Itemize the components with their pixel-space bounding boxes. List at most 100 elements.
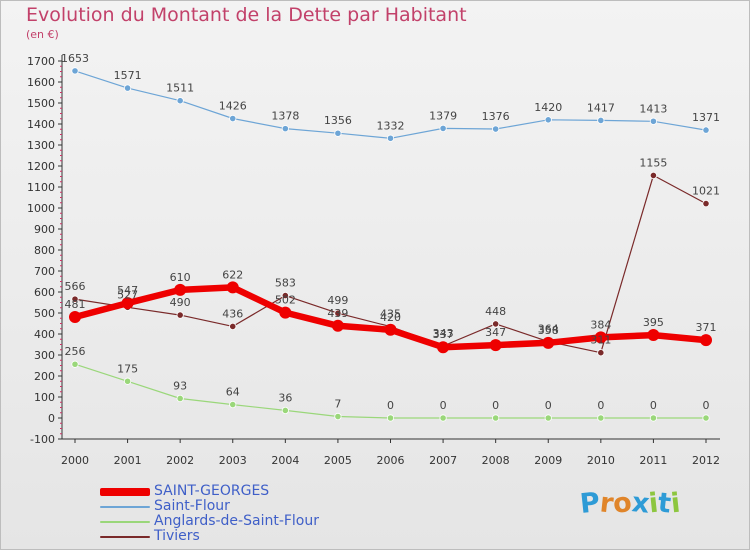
data-point-saint-flour (123, 84, 132, 92)
data-label-saint-flour: 1653 (61, 52, 89, 65)
data-point-anglards-de-saint-flour (649, 414, 658, 422)
data-point-saint-georges (647, 329, 660, 342)
chart-axes: -100010020030040050060070080090010001100… (27, 55, 720, 467)
data-point-saint-flour (334, 129, 342, 137)
data-point-anglards-de-saint-flour (386, 414, 395, 422)
data-label-tiviers: 448 (485, 305, 506, 318)
data-point-saint-flour (229, 114, 237, 123)
legend-swatch (100, 521, 150, 523)
y-tick-label: 400 (34, 328, 55, 341)
y-tick-label: 300 (34, 349, 55, 362)
data-point-anglards-de-saint-flour (439, 414, 447, 422)
data-label-saint-flour: 1376 (482, 110, 510, 123)
data-label-saint-flour: 1379 (429, 109, 457, 122)
data-point-saint-georges (174, 283, 187, 296)
x-tick-label: 2005 (324, 454, 352, 467)
y-tick-label: 1600 (27, 76, 55, 89)
data-point-saint-flour (176, 97, 184, 105)
legend-swatch (100, 506, 150, 508)
data-label-tiviers: 490 (170, 296, 191, 309)
y-tick-label: 600 (34, 286, 55, 299)
data-label-tiviers: 499 (327, 294, 348, 307)
data-label-saint-flour: 1571 (114, 69, 142, 82)
data-label-saint-georges: 610 (170, 271, 191, 284)
data-label-anglards-de-saint-flour: 0 (492, 399, 499, 412)
data-label-saint-georges: 371 (696, 321, 717, 334)
legend-swatch (100, 488, 150, 496)
chart-data-labels: 1653 1571 1511 1426 1378 1356 1332 1379 1376 1420… (61, 52, 720, 412)
data-label-anglards-de-saint-flour: 0 (387, 399, 394, 412)
data-point-tiviers (702, 199, 710, 208)
data-label-tiviers: 436 (222, 307, 243, 320)
x-tick-label: 2006 (377, 454, 405, 467)
data-point-saint-georges (437, 341, 450, 354)
data-label-anglards-de-saint-flour: 0 (703, 399, 710, 412)
data-point-tiviers (492, 320, 500, 328)
y-tick-label: 900 (34, 223, 55, 236)
data-point-tiviers (71, 295, 79, 303)
data-label-tiviers: 311 (590, 334, 611, 347)
data-point-saint-flour (71, 67, 79, 75)
y-tick-label: 1300 (27, 139, 55, 152)
legend-label: Anglards-de-Saint-Flour (154, 513, 320, 529)
chart-title: Evolution du Montant de la Dette par Hab… (26, 4, 467, 26)
data-label-anglards-de-saint-flour: 93 (173, 379, 187, 392)
data-point-saint-flour (597, 116, 605, 125)
x-tick-label: 2007 (429, 454, 457, 467)
data-point-anglards-de-saint-flour (492, 414, 500, 422)
data-label-anglards-de-saint-flour: 64 (226, 386, 240, 399)
legend-label: Tiviers (154, 528, 200, 544)
data-label-tiviers: 583 (275, 277, 296, 290)
legend-swatch (100, 536, 150, 538)
data-point-saint-georges (69, 310, 81, 323)
data-label-saint-flour: 1420 (534, 101, 562, 114)
x-tick-label: 2012 (692, 454, 720, 467)
data-label-saint-flour: 1332 (377, 119, 405, 132)
data-point-saint-flour (492, 125, 500, 133)
x-tick-label: 2004 (271, 454, 299, 467)
data-point-tiviers (176, 311, 184, 319)
data-point-saint-georges (279, 306, 292, 319)
data-label-tiviers: 1155 (639, 156, 667, 169)
data-label-tiviers: 566 (65, 280, 86, 293)
data-point-saint-flour (702, 126, 710, 134)
data-point-anglards-de-saint-flour (123, 377, 132, 385)
data-point-saint-flour (386, 134, 395, 142)
y-tick-label: 1400 (27, 118, 55, 131)
data-point-tiviers (229, 322, 237, 331)
chart-series (69, 67, 712, 422)
data-label-saint-georges: 439 (327, 307, 348, 320)
data-point-tiviers (334, 309, 342, 317)
data-label-anglards-de-saint-flour: 0 (440, 399, 447, 412)
data-label-saint-georges: 347 (485, 326, 506, 339)
data-label-saint-georges: 395 (643, 316, 664, 329)
x-tick-label: 2008 (482, 454, 510, 467)
x-tick-label: 2000 (61, 454, 89, 467)
data-label-saint-georges: 622 (222, 268, 243, 281)
data-point-saint-georges (700, 334, 712, 347)
x-tick-label: 2009 (534, 454, 562, 467)
data-label-saint-flour: 1511 (166, 82, 194, 95)
chart-subtitle: (en €) (26, 28, 59, 41)
data-point-anglards-de-saint-flour (281, 406, 289, 415)
data-point-saint-flour (649, 117, 658, 125)
data-label-anglards-de-saint-flour: 175 (117, 362, 138, 375)
data-label-anglards-de-saint-flour: 0 (545, 399, 552, 412)
data-label-tiviers: 435 (380, 308, 401, 321)
data-point-tiviers (597, 349, 605, 357)
data-label-saint-flour: 1413 (639, 102, 667, 115)
y-tick-label: 1200 (27, 160, 55, 173)
data-point-anglards-de-saint-flour (229, 400, 237, 409)
data-label-tiviers: 364 (538, 323, 559, 336)
data-point-saint-georges (489, 339, 502, 352)
data-label-saint-flour: 1417 (587, 101, 615, 114)
y-tick-label: 1000 (27, 202, 55, 215)
data-label-anglards-de-saint-flour: 36 (278, 391, 292, 404)
data-point-anglards-de-saint-flour (544, 414, 552, 422)
data-point-saint-georges (331, 319, 344, 332)
data-label-saint-georges: 481 (65, 298, 86, 311)
x-tick-label: 2003 (219, 454, 247, 467)
data-label-anglards-de-saint-flour: 0 (597, 399, 604, 412)
data-label-saint-georges: 502 (275, 294, 296, 307)
